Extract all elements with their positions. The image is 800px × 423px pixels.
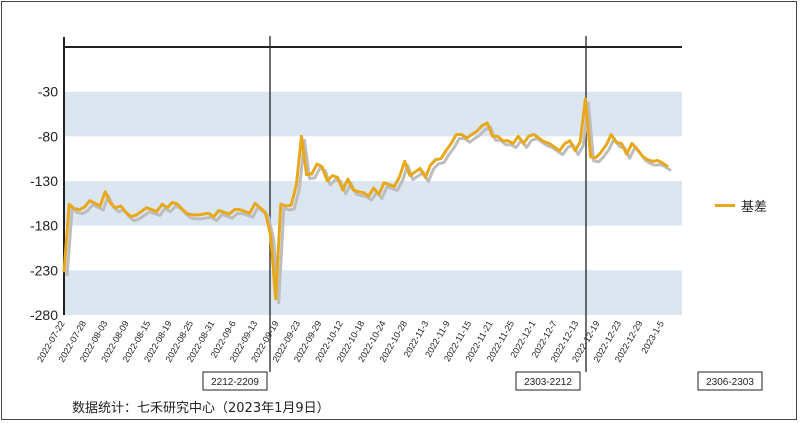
legend: 基差 [715,196,767,215]
contract-dividers [269,36,587,372]
source-note: 数据统计：七禾研究中心（2023年1月9日） [72,401,330,416]
legend-swatch-basis [715,204,735,207]
band-0 [64,91,682,137]
contract-box-2 [697,371,763,391]
contract-label-1: 2303-2212 [524,377,572,388]
series-line-basis [62,97,669,301]
series-shadow [65,101,672,305]
contract-label-2: 2306-2303 [706,377,754,388]
y-tick-label: -180 [30,218,58,234]
y-tick-label: -280 [30,307,58,323]
contract-box-1 [515,371,581,391]
y-axis-ticks: -30 -80 -130 -180 -230 -280 [30,84,58,323]
contract-labels: 2212-2209 2303-2212 2306-2303 [202,371,763,391]
y-tick-label: -80 [38,128,58,144]
band-2 [64,270,682,315]
x-axis-ticks: 2022-07-222022-07-282022-08-032022-08-09… [35,319,666,364]
contract-box-0 [202,371,268,391]
y-tick-label: -30 [38,84,58,100]
legend-label-basis: 基差 [741,199,768,214]
series-basis [62,97,669,301]
y-tick-label: -130 [30,173,58,189]
y-tick-label: -230 [30,262,58,278]
contract-label-0: 2212-2209 [211,377,259,388]
series-shadow-line [65,101,672,305]
